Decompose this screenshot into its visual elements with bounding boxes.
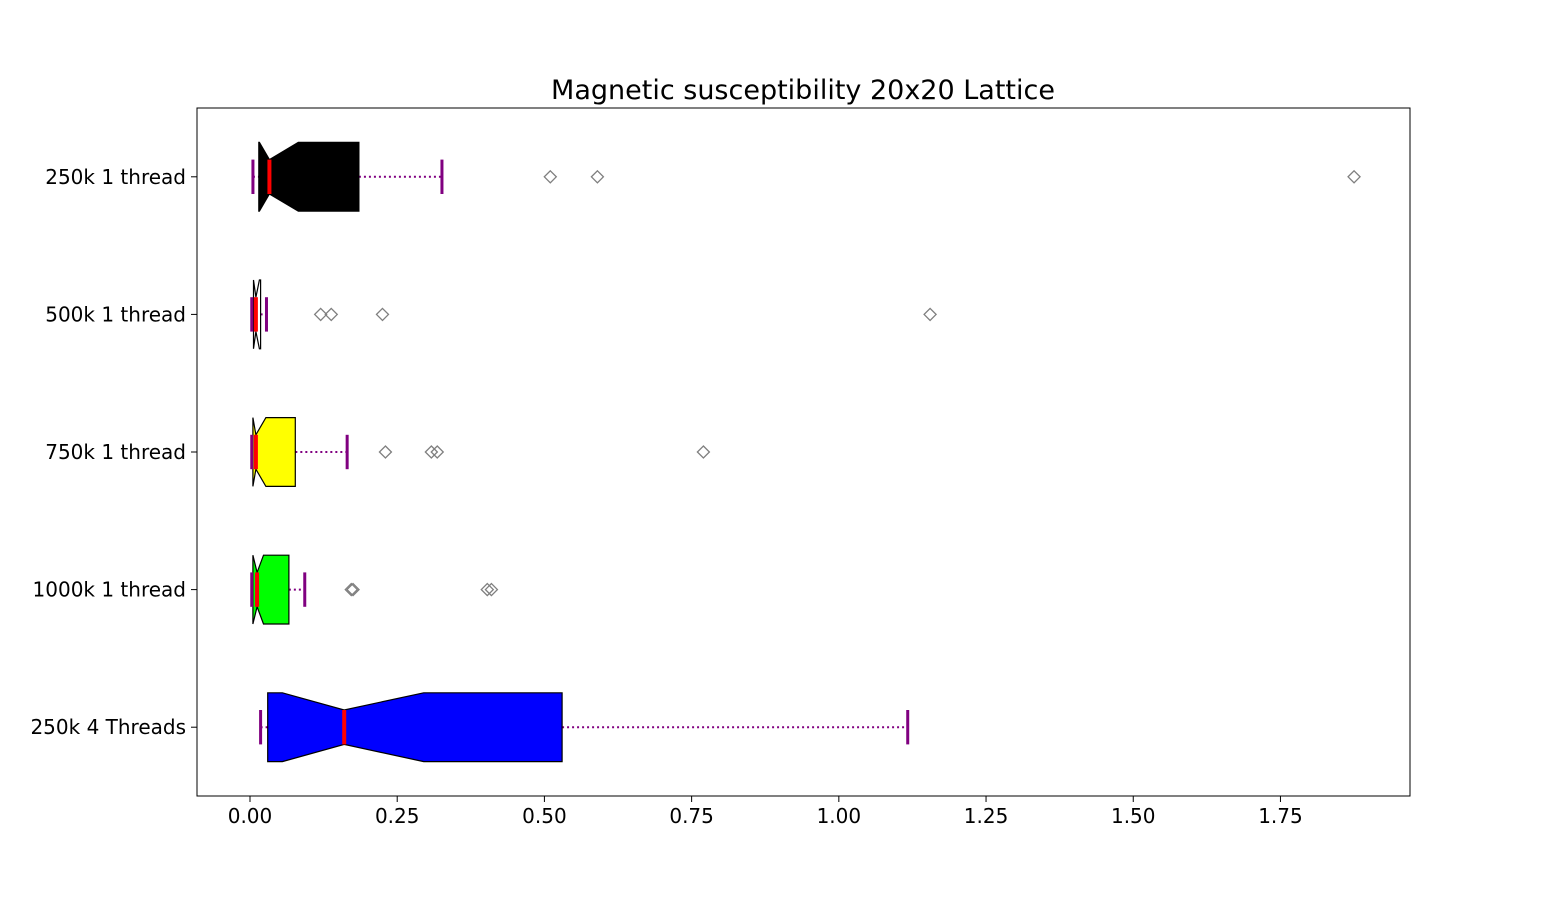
box-group	[250, 417, 711, 487]
x-tick-label: 1.00	[817, 804, 862, 828]
x-tick-label: 0.50	[522, 804, 567, 828]
y-tick-label: 750k 1 thread	[45, 440, 186, 464]
y-tick-label: 250k 1 thread	[45, 165, 186, 189]
outlier-point	[484, 582, 499, 597]
x-tick-label: 0.75	[669, 804, 714, 828]
outlier-point	[375, 307, 390, 322]
outlier-point	[313, 307, 328, 322]
outlier-point	[480, 582, 495, 597]
outlier-point	[696, 445, 711, 459]
box	[258, 141, 360, 212]
y-axis: 250k 1 thread 500k 1 thread 750k 1 thread 1…	[30, 165, 197, 739]
outlier-point	[430, 445, 445, 459]
box-group	[259, 692, 910, 763]
box-group	[250, 279, 938, 350]
outlier-point	[324, 307, 339, 322]
y-tick-label: 250k 4 Threads	[30, 715, 186, 739]
x-tick-label: 1.25	[964, 804, 1009, 828]
box	[267, 692, 563, 763]
x-axis: 0.00 0.25 0.50 0.75 1.00 1.25 1.50 1.75	[228, 796, 1303, 828]
chart-title: Magnetic susceptibility 20x20 Lattice	[551, 75, 1055, 106]
outlier-point	[344, 582, 359, 597]
box-group	[250, 554, 499, 625]
outlier-point	[424, 445, 439, 459]
y-tick-label: 500k 1 thread	[45, 302, 186, 326]
outlier-point	[543, 169, 558, 184]
x-tick-label: 0.25	[375, 804, 420, 828]
y-tick-label: 1000k 1 thread	[33, 578, 186, 602]
x-tick-label: 0.00	[228, 804, 273, 828]
x-tick-label: 1.75	[1258, 804, 1303, 828]
x-tick-label: 1.50	[1111, 804, 1156, 828]
box	[252, 417, 296, 487]
plot-area	[250, 141, 1361, 763]
box	[252, 554, 290, 625]
outlier-point	[590, 169, 605, 184]
outlier-point	[378, 445, 393, 459]
box-group	[251, 141, 1361, 212]
outlier-point	[923, 307, 938, 322]
outlier-point	[346, 582, 360, 597]
outlier-point	[1347, 169, 1361, 184]
